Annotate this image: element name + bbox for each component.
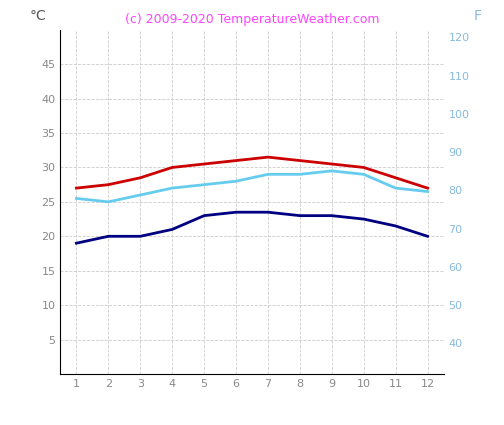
Text: F: F [474, 9, 482, 23]
Title: (c) 2009-2020 TemperatureWeather.com: (c) 2009-2020 TemperatureWeather.com [125, 13, 379, 26]
Text: °C: °C [30, 9, 46, 23]
